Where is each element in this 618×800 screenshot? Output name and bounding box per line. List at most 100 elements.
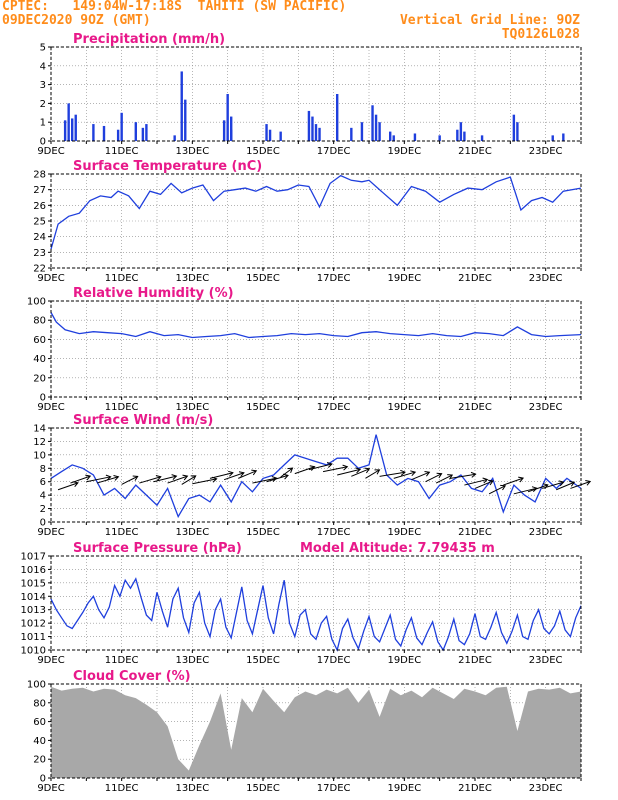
precip-frame — [50, 46, 582, 142]
pressure-title: Surface Pressure (hPa) — [73, 541, 242, 556]
cloud-ytick-label: 20 — [33, 755, 46, 766]
temp-title: Surface Temperature (nC) — [73, 159, 262, 174]
precip-ytick-label: 0 — [40, 137, 46, 148]
wind-arrow — [238, 470, 257, 479]
precip-bar — [134, 122, 137, 141]
wind-arrow — [86, 476, 111, 483]
wind-arrow-head — [518, 476, 525, 483]
rh-xtick-label: 17DEC — [317, 402, 351, 413]
wind-arrow — [322, 466, 348, 473]
model-id: TQ0126L028 — [501, 27, 580, 42]
precip-xtick-label: 15DEC — [246, 146, 280, 157]
wind-ytick-label: 8 — [40, 464, 46, 475]
wind-arrow — [527, 484, 548, 493]
pressure-xtick-label: 17DEC — [317, 655, 351, 666]
cloud-xtick-label: 23DEC — [529, 783, 563, 794]
temp-xtick-label: 19DEC — [387, 273, 421, 284]
precip-bar — [374, 114, 378, 141]
precip-bar — [265, 124, 268, 141]
rh-xtick-label: 15DEC — [246, 402, 280, 413]
precip-bar — [480, 135, 484, 141]
pressure-xtick-label: 11DEC — [105, 655, 139, 666]
precip-bar — [459, 122, 463, 141]
precip-bar — [268, 129, 272, 141]
pressure-frame — [50, 555, 582, 651]
temp-xtick-label: 13DEC — [175, 273, 209, 284]
precip-ytick-label: 5 — [40, 43, 46, 54]
wind-arrow-head — [171, 474, 178, 480]
wind-arrow — [294, 466, 315, 475]
precip-bar — [318, 127, 321, 141]
precip-bar — [71, 118, 74, 141]
wind-arrow — [393, 471, 416, 479]
precip-bar — [226, 94, 229, 141]
wind-ytick-label: 2 — [40, 504, 46, 515]
cloud-xtick-label: 15DEC — [246, 783, 280, 794]
precip-xtick-label: 9DEC — [37, 146, 64, 157]
wind-arrow-head — [155, 475, 162, 481]
cloud-ytick-label: 80 — [33, 698, 46, 709]
wind-xtick-label: 9DEC — [37, 527, 64, 538]
wind-arrow-head — [228, 470, 234, 477]
wind-arrow-head — [342, 464, 349, 471]
precip-bar — [392, 135, 395, 141]
wind-arrow-head — [585, 480, 592, 486]
wind-ytick-label: 4 — [40, 491, 46, 502]
temp-ytick-label: 27 — [33, 185, 46, 196]
precip-bar — [74, 114, 77, 141]
cloud-xtick-label: 21DEC — [458, 783, 492, 794]
precip-xtick-label: 13DEC — [175, 146, 209, 157]
wind-arrow-head — [238, 471, 245, 477]
precip-xtick-label: 17DEC — [317, 146, 351, 157]
wind-arrow-head — [326, 462, 333, 468]
wind-arrow — [337, 468, 361, 476]
precip-title: Precipitation (mm/h) — [73, 32, 225, 47]
wind-title: Surface Wind (m/s) — [73, 413, 213, 428]
precip-xtick-label: 11DEC — [105, 146, 139, 157]
wind-arrow-head — [309, 465, 316, 471]
temp-xtick-label: 17DEC — [317, 273, 351, 284]
rh-ytick-label: 60 — [33, 335, 46, 346]
wind-arrow-head — [436, 472, 443, 479]
precip-bar — [378, 122, 381, 141]
wind-arrow-head — [251, 469, 258, 476]
wind-ytick-label: 0 — [40, 518, 46, 529]
wind-arrow-head — [105, 474, 112, 481]
rh-xtick-label: 9DEC — [37, 402, 64, 413]
wind-arrow — [181, 475, 196, 485]
precip-bar — [120, 112, 123, 141]
temp-xtick-label: 23DEC — [529, 273, 563, 284]
pressure-xtick-label: 21DEC — [458, 655, 492, 666]
precip-bar — [389, 131, 392, 141]
wind-arrow — [513, 487, 537, 495]
precip-bar — [173, 135, 176, 141]
temp-xtick-label: 21DEC — [458, 273, 492, 284]
precip-bar — [230, 129, 233, 141]
wind-arrow — [223, 472, 245, 481]
precip-bar — [102, 125, 106, 141]
precip-bar — [413, 133, 417, 141]
wind-arrow-head — [355, 467, 362, 474]
precip-xtick-label: 23DEC — [529, 146, 563, 157]
wind-arrow — [280, 467, 293, 478]
wind-arrow-head — [569, 481, 576, 487]
pressure-subtitle: Model Altitude: 7.79435 m — [300, 541, 495, 556]
rh-title: Relative Humidity (%) — [73, 286, 234, 301]
wind-xtick-label: 13DEC — [175, 527, 209, 538]
rh-series-line — [50, 312, 582, 339]
pressure-xtick-label: 9DEC — [37, 655, 64, 666]
precip-bar — [63, 120, 67, 141]
temp-xtick-label: 11DEC — [105, 273, 139, 284]
rh-xtick-label: 23DEC — [529, 402, 563, 413]
cloud-xtick-label: 13DEC — [175, 783, 209, 794]
cloud-ytick-label: 60 — [33, 717, 46, 728]
wind-arrow — [167, 475, 188, 484]
precip-bar — [92, 124, 95, 141]
wind-arrow-head — [190, 475, 197, 481]
cloud-ytick-label: 0 — [40, 774, 46, 785]
wind-arrow — [379, 471, 406, 477]
precip-ytick-label: 3 — [40, 80, 46, 91]
wind-arrow — [464, 478, 488, 486]
precip-bar — [279, 131, 282, 141]
pressure-ytick-label: 1010 — [21, 646, 46, 657]
